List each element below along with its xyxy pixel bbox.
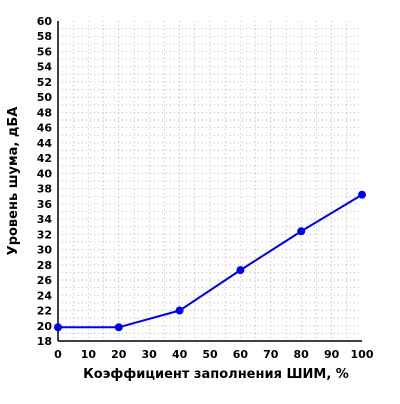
series-line xyxy=(58,193,363,329)
y-tick-label: 42 xyxy=(37,152,52,165)
data-point xyxy=(297,227,306,236)
y-tick-label: 40 xyxy=(37,167,53,180)
y-tick-label: 34 xyxy=(37,213,53,226)
y-tick-label: 56 xyxy=(37,45,53,58)
y-tick-label: 36 xyxy=(37,198,53,211)
y-tick-label: 58 xyxy=(37,30,52,43)
y-tick-label: 26 xyxy=(37,274,53,287)
x-tick-label: 40 xyxy=(172,348,188,361)
y-tick-label: 24 xyxy=(37,289,53,302)
data-point xyxy=(114,323,123,332)
series xyxy=(54,190,366,332)
x-tick-label: 60 xyxy=(233,348,249,361)
x-tick-label: 30 xyxy=(142,348,158,361)
y-tick-label: 46 xyxy=(37,122,53,135)
y-tick-label: 60 xyxy=(37,15,53,28)
y-tick-label: 38 xyxy=(37,183,52,196)
y-tick-label: 50 xyxy=(37,91,53,104)
y-tick-label: 22 xyxy=(37,305,52,318)
x-tick-label: 50 xyxy=(202,348,218,361)
y-tick-label: 52 xyxy=(37,76,52,89)
x-axis-title: Коэффициент заполнения ШИМ, % xyxy=(83,367,349,382)
data-point xyxy=(54,323,62,332)
y-tick-label: 28 xyxy=(37,259,52,272)
y-tick-label: 44 xyxy=(37,137,53,150)
x-tick-label: 70 xyxy=(263,348,279,361)
grid xyxy=(58,21,362,341)
x-tick-label: 20 xyxy=(111,348,127,361)
y-tick-label: 20 xyxy=(37,320,53,333)
data-point xyxy=(175,306,184,315)
y-tick-label: 32 xyxy=(37,228,52,241)
x-tick-label: 10 xyxy=(81,348,97,361)
x-tick-label: 80 xyxy=(294,348,310,361)
x-tick-label: 90 xyxy=(324,348,340,361)
data-point xyxy=(358,190,366,199)
data-point xyxy=(236,266,245,275)
y-tick-label: 18 xyxy=(37,335,52,348)
y-tick-label: 30 xyxy=(37,244,53,257)
y-tick-label: 48 xyxy=(37,106,52,119)
tick-labels: 0 10 20 30 40 50 60 70 80 90 100 18 20 22 24 26 28 30 32 34… xyxy=(37,15,374,361)
x-tick-label: 0 xyxy=(54,348,62,361)
axes xyxy=(57,21,362,342)
x-tick-label: 100 xyxy=(351,348,374,361)
y-tick-label: 54 xyxy=(37,61,53,74)
y-axis-title: Уровень шума, дБА xyxy=(6,107,21,256)
